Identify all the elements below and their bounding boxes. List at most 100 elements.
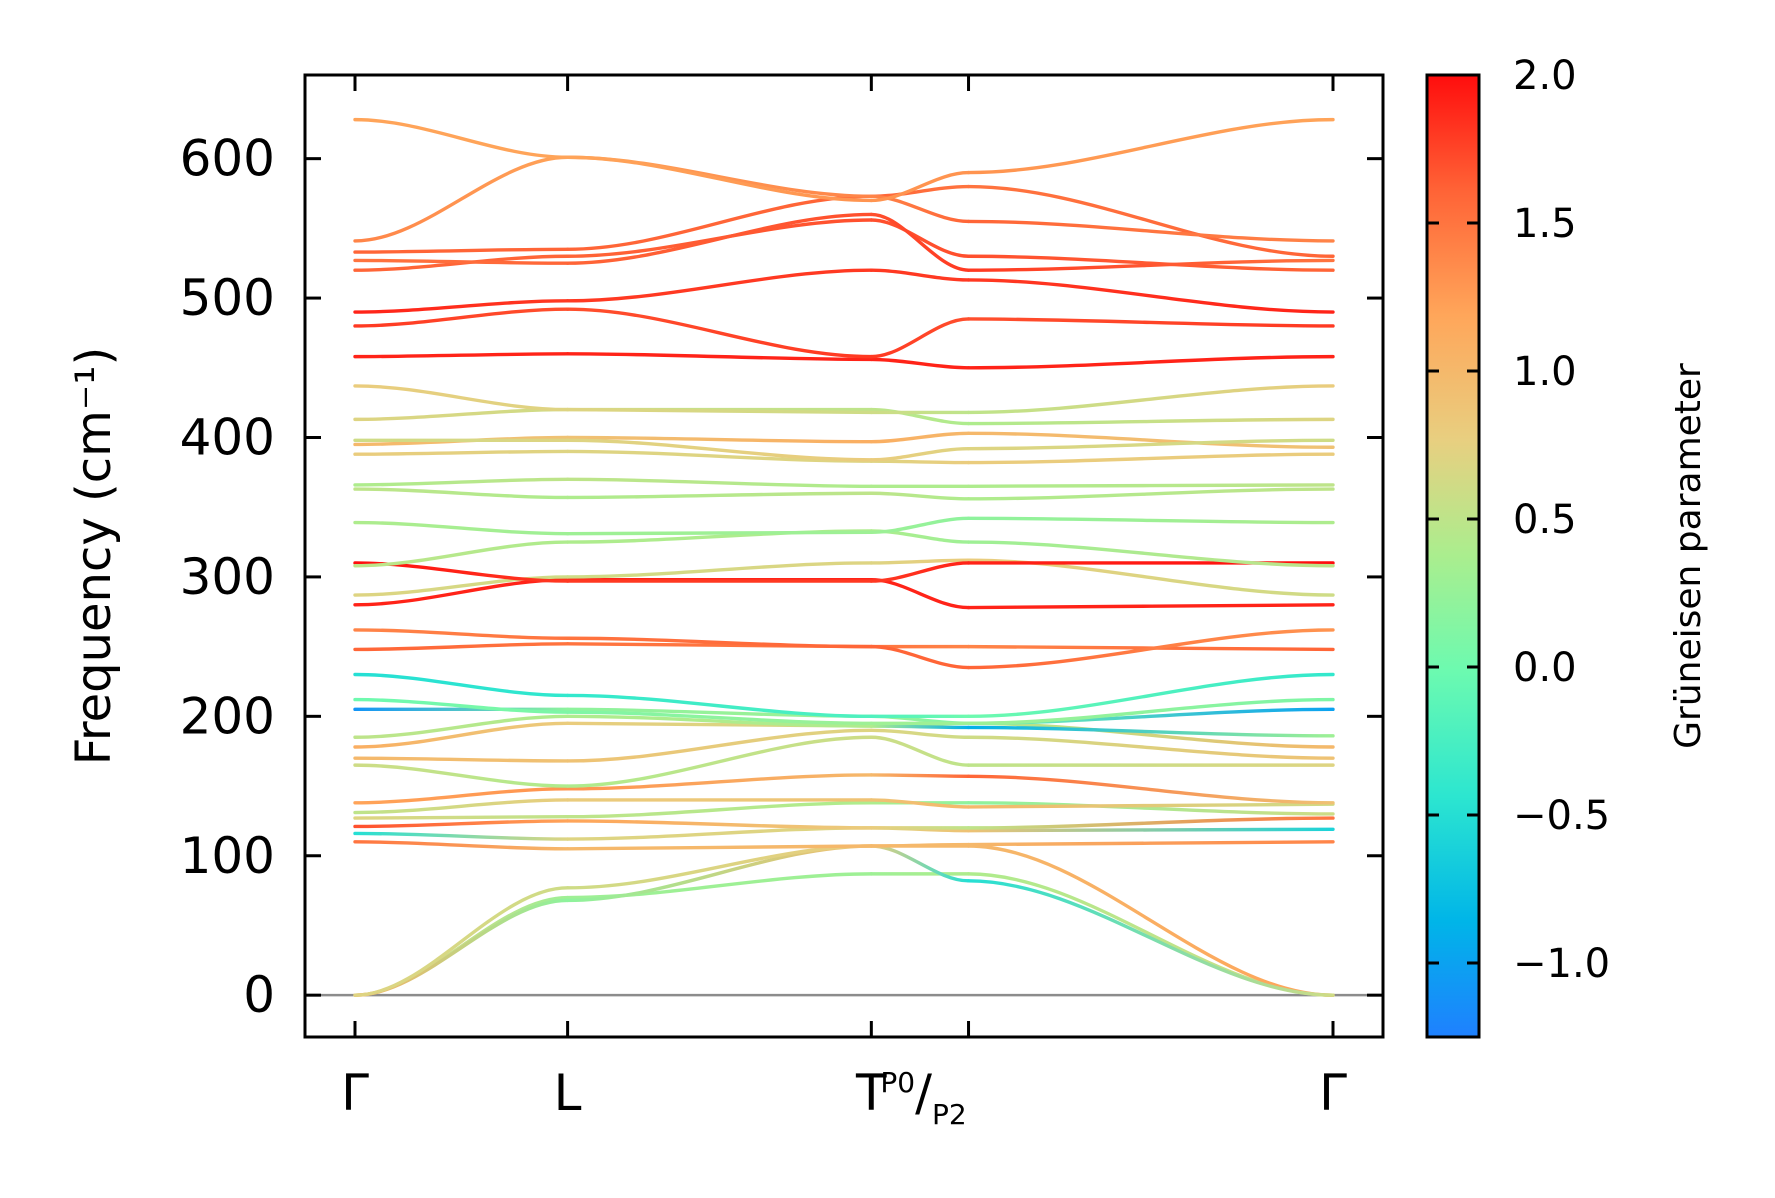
band-segment (966, 117, 1335, 175)
band-segment (869, 357, 971, 370)
band-32 (353, 307, 1335, 359)
band-segment (869, 407, 971, 426)
band-segment (869, 773, 971, 778)
colorbar-frame (1425, 73, 1481, 1039)
band-segment (353, 798, 570, 815)
band-segment (353, 831, 570, 841)
band-segment (353, 787, 570, 805)
band-segment (869, 561, 971, 583)
band-4 (353, 840, 1335, 851)
band-segment (565, 268, 874, 303)
y-tick-label: 100 (180, 827, 275, 885)
colorbar-tick-label: 1.0 (1513, 349, 1577, 395)
band-segment (869, 644, 971, 670)
band-segment (966, 840, 1335, 847)
band-segment (966, 417, 1335, 426)
band-segment (565, 352, 874, 362)
y-tick-label: 300 (180, 548, 275, 606)
band-segment (565, 212, 874, 265)
band-25 (353, 477, 1335, 488)
band-segment (869, 170, 971, 203)
y-tick-label: 500 (180, 269, 275, 327)
x-tick-label-part: / (915, 1064, 932, 1122)
band-31 (353, 352, 1335, 370)
band-13 (353, 714, 1335, 739)
band-segment (966, 516, 1335, 525)
band-segment (565, 714, 874, 728)
band-segment (966, 774, 1335, 805)
band-segment (966, 802, 1335, 809)
x-tick-label-part: P0 (880, 1066, 915, 1099)
band-segment (565, 155, 874, 203)
band-segment (869, 194, 971, 224)
band-segment (966, 697, 1335, 726)
band-15 (353, 697, 1335, 726)
band-30 (353, 384, 1335, 415)
band-9 (353, 773, 1335, 805)
band-segment (353, 540, 570, 568)
y-tick-label: 600 (180, 130, 275, 188)
band-segment (869, 798, 971, 809)
band-segment (353, 815, 570, 820)
band-segment (966, 317, 1335, 328)
band-segment (353, 384, 570, 412)
x-tick-label-part: P2 (932, 1098, 967, 1131)
band-segment (353, 307, 570, 328)
band-segment (869, 218, 971, 258)
x-tick-label: Γ (1319, 1064, 1347, 1122)
band-35 (353, 212, 1335, 272)
band-23 (353, 516, 1335, 536)
band-segment (869, 842, 971, 848)
band-segment (966, 354, 1335, 370)
band-segment (353, 258, 570, 265)
band-segment (966, 254, 1335, 272)
x-tick-label: L (554, 1064, 582, 1122)
band-10 (353, 735, 1335, 788)
band-segment (869, 491, 971, 501)
band-segment (966, 721, 1335, 749)
band-segment (869, 317, 971, 359)
band-segment (565, 307, 874, 359)
band-segment (353, 155, 570, 243)
band-segment (565, 477, 874, 488)
colorbar-tick-label: 2.0 (1513, 53, 1577, 99)
band-segment (565, 801, 874, 819)
band-segment (353, 520, 570, 536)
band-segment (353, 449, 570, 456)
y-tick-label: 0 (243, 966, 275, 1024)
band-segment (869, 212, 971, 272)
y-tick-label: 400 (180, 408, 275, 466)
band-segment (353, 886, 570, 997)
colorbar-tick-label: 0.0 (1513, 645, 1577, 691)
band-segment (966, 487, 1335, 501)
band-16 (353, 672, 1335, 719)
band-segment (565, 844, 874, 851)
band-segment (565, 407, 874, 415)
band-26 (353, 449, 1335, 465)
band-segment (966, 258, 1335, 272)
band-segment (353, 763, 570, 788)
x-tick-label: Γ (341, 1064, 369, 1122)
band-segment (966, 483, 1335, 488)
band-37 (353, 155, 1335, 243)
band-segment (966, 844, 1335, 997)
band-segment (565, 530, 874, 536)
band-segment (353, 117, 570, 159)
band-18 (353, 628, 1335, 670)
band-segment (869, 431, 971, 444)
band-segment (966, 438, 1335, 451)
band-segment (353, 819, 570, 829)
colorbar-tick-label: 0.5 (1513, 497, 1577, 543)
band-segment (353, 487, 570, 500)
band-segment (353, 714, 570, 739)
band-segment (966, 628, 1335, 670)
band-segment (966, 278, 1335, 314)
colorbar-label: Grüneisen parameter (1668, 363, 1709, 749)
band-segment (353, 352, 570, 359)
axes: 0 100 200 300 400 500 600 Γ L TP0/P2 Γ (180, 73, 1385, 1131)
band-segment (869, 558, 971, 565)
band-segment (966, 603, 1335, 610)
band-segment (565, 728, 874, 763)
band-segment (353, 721, 570, 749)
